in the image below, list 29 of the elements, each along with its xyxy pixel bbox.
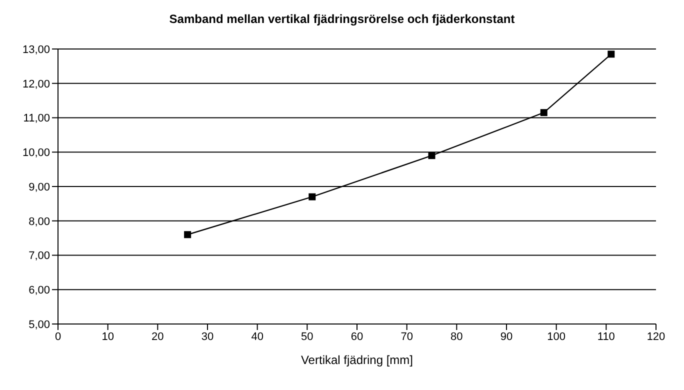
x-tick-label: 20 (152, 330, 164, 343)
y-tick-label: 13,00 (22, 44, 50, 56)
point (608, 50, 615, 58)
y-tick-label: 8,00 (28, 216, 50, 228)
y-tick-label: 5,00 (28, 318, 50, 331)
y-tick-label: 7,00 (28, 250, 50, 262)
x-tick-label: 100 (547, 330, 566, 343)
y-tick-label: 11,00 (23, 112, 50, 125)
y-tick-label: 12,00 (22, 78, 50, 90)
y-tick-label: 9,00 (28, 181, 50, 194)
x-tick-label: 120 (646, 330, 666, 343)
chart-title: Samband mellan vertikal fjädringsrörelse och fjäderkonstant (168, 12, 516, 26)
x-tick-label: 0 (54, 330, 62, 343)
x-tick-label: 110 (597, 330, 615, 343)
y-tick-label: 10,00 (22, 147, 50, 160)
x-axis-title: Vertikal fjädring [mm] (300, 353, 414, 367)
point (308, 193, 316, 200)
y-tick-label: 6,00 (28, 284, 50, 297)
x-tick-label: 10 (102, 330, 114, 343)
point (184, 231, 192, 238)
x-tick-label: 80 (450, 330, 463, 343)
x-tick-label: 60 (350, 330, 364, 343)
x-tick-label: 90 (500, 330, 513, 343)
x-tick-label: 30 (201, 330, 214, 343)
x-tick-label: 40 (251, 330, 264, 343)
point (540, 109, 548, 116)
point (428, 152, 436, 160)
x-tick-label: 50 (301, 330, 314, 343)
x-tick-label: 70 (400, 330, 413, 343)
